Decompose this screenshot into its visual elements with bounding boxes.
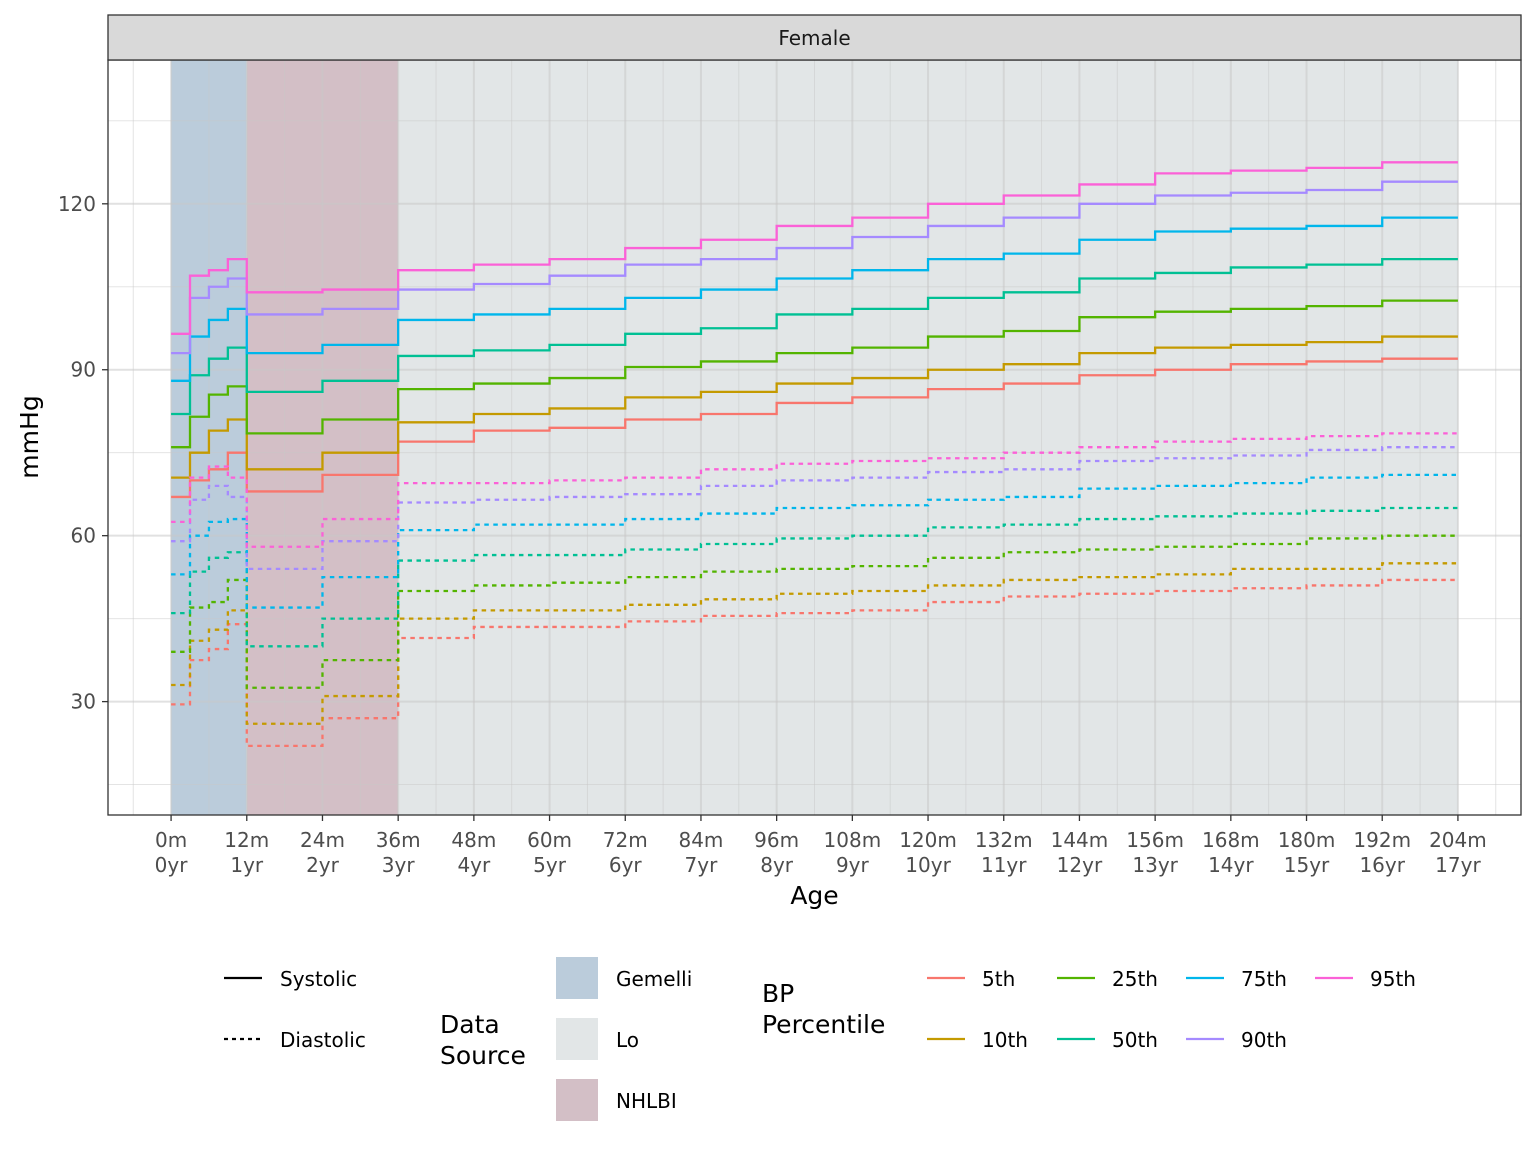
series-line-systolic-25th (171, 299, 1458, 449)
x-tick-label-months: 156m (1126, 828, 1184, 852)
legend-linetype: Systolic Diastolic (224, 967, 366, 1052)
legend-5th-label: 5th (982, 967, 1015, 991)
x-tick-label-years: 17yr (1435, 853, 1481, 877)
plot-panel (107, 59, 1522, 816)
legend-gemelli-label: Gemelli (616, 967, 692, 991)
x-tick-label-months: 204m (1429, 828, 1487, 852)
x-tick-label-years: 11yr (981, 853, 1027, 877)
x-tick-label-years: 5yr (533, 853, 567, 877)
x-tick-label-months: 120m (899, 828, 957, 852)
series-line-diastolic-10th (171, 562, 1458, 725)
legend: Systolic Diastolic Data Source Gemelli L… (224, 957, 1416, 1121)
x-tick-label-months: 24m (300, 828, 345, 852)
legend-90th-label: 90th (1241, 1028, 1287, 1052)
x-tick-label-months: 180m (1278, 828, 1336, 852)
legend-95th-label: 95th (1370, 967, 1416, 991)
x-tick-label-years: 1yr (230, 853, 264, 877)
facet-strip-label: Female (778, 26, 850, 50)
x-tick-label-years: 16yr (1359, 853, 1405, 877)
x-tick-label-years: 15yr (1284, 853, 1330, 877)
x-tick-label-months: 84m (678, 828, 723, 852)
series-line-systolic-5th (171, 357, 1458, 499)
legend-diastolic-label: Diastolic (280, 1028, 366, 1052)
x-tick-label-years: 4yr (457, 853, 491, 877)
x-tick-label-months: 60m (527, 828, 572, 852)
x-tick-label-months: 132m (975, 828, 1033, 852)
x-tick-label-months: 144m (1051, 828, 1109, 852)
grid-lines (108, 60, 1521, 815)
x-tick-label-years: 0yr (155, 853, 189, 877)
y-tick-label: 90 (71, 358, 96, 382)
x-tick-label-months: 72m (603, 828, 648, 852)
x-tick-label-months: 12m (224, 828, 269, 852)
series-line-diastolic-25th (171, 534, 1458, 689)
legend-percentile-title-line2: Percentile (762, 1010, 885, 1039)
x-tick-label-years: 14yr (1208, 853, 1254, 877)
legend-data-source-title-line1: Data (440, 1010, 500, 1039)
y-tick-label: 30 (71, 690, 96, 714)
legend-lo-key (556, 1018, 598, 1060)
legend-percentile-title-line1: BP (762, 979, 794, 1008)
y-tick-label: 60 (71, 524, 96, 548)
series-line-systolic-50th (171, 257, 1458, 416)
legend-25th-label: 25th (1112, 967, 1158, 991)
x-tick-label-years: 10yr (905, 853, 951, 877)
legend-percentile: BP Percentile 5th 10th 25th 50th 75th 90… (762, 967, 1416, 1052)
series-line-diastolic-75th (171, 473, 1458, 609)
series-line-diastolic-50th (171, 506, 1458, 648)
x-tick-label-years: 12yr (1057, 853, 1103, 877)
x-tick-label-years: 13yr (1132, 853, 1178, 877)
x-tick-label-years: 2yr (306, 853, 340, 877)
y-axis: 30 60 90 120 (58, 192, 108, 714)
legend-gemelli-key (556, 957, 598, 999)
legend-systolic-label: Systolic (280, 967, 357, 991)
y-axis-title: mmHg (15, 395, 44, 478)
legend-data-source-title-line2: Source (440, 1041, 526, 1070)
facet-strip-background (107, 14, 1522, 61)
x-tick-label-months: 36m (376, 828, 421, 852)
x-tick-label-years: 6yr (609, 853, 643, 877)
facet-strip: Female (107, 14, 1522, 61)
legend-data-source: Data Source Gemelli Lo NHLBI (440, 957, 692, 1121)
series-line-systolic-10th (171, 335, 1458, 479)
legend-10th-label: 10th (982, 1028, 1028, 1052)
series-line-systolic-75th (171, 216, 1458, 382)
x-tick-label-months: 192m (1353, 828, 1411, 852)
x-tick-label-months: 48m (451, 828, 496, 852)
legend-nhlbi-label: NHLBI (616, 1089, 677, 1113)
legend-nhlbi-key (556, 1079, 598, 1121)
series-lines (171, 161, 1458, 748)
y-tick-label: 120 (58, 192, 96, 216)
x-tick-label-months: 0m (155, 828, 187, 852)
series-line-systolic-90th (171, 180, 1458, 355)
x-tick-label-months: 168m (1202, 828, 1260, 852)
legend-50th-label: 50th (1112, 1028, 1158, 1052)
x-tick-label-years: 3yr (382, 853, 416, 877)
x-tick-label-years: 9yr (836, 853, 870, 877)
x-tick-label-years: 8yr (760, 853, 794, 877)
x-tick-label-years: 7yr (685, 853, 719, 877)
series-line-systolic-95th (171, 161, 1458, 335)
x-tick-label-months: 108m (824, 828, 882, 852)
legend-75th-label: 75th (1241, 967, 1287, 991)
x-tick-label-months: 96m (754, 828, 799, 852)
x-axis-title: Age (790, 881, 838, 910)
legend-lo-label: Lo (616, 1028, 639, 1052)
series-line-diastolic-95th (171, 432, 1458, 548)
